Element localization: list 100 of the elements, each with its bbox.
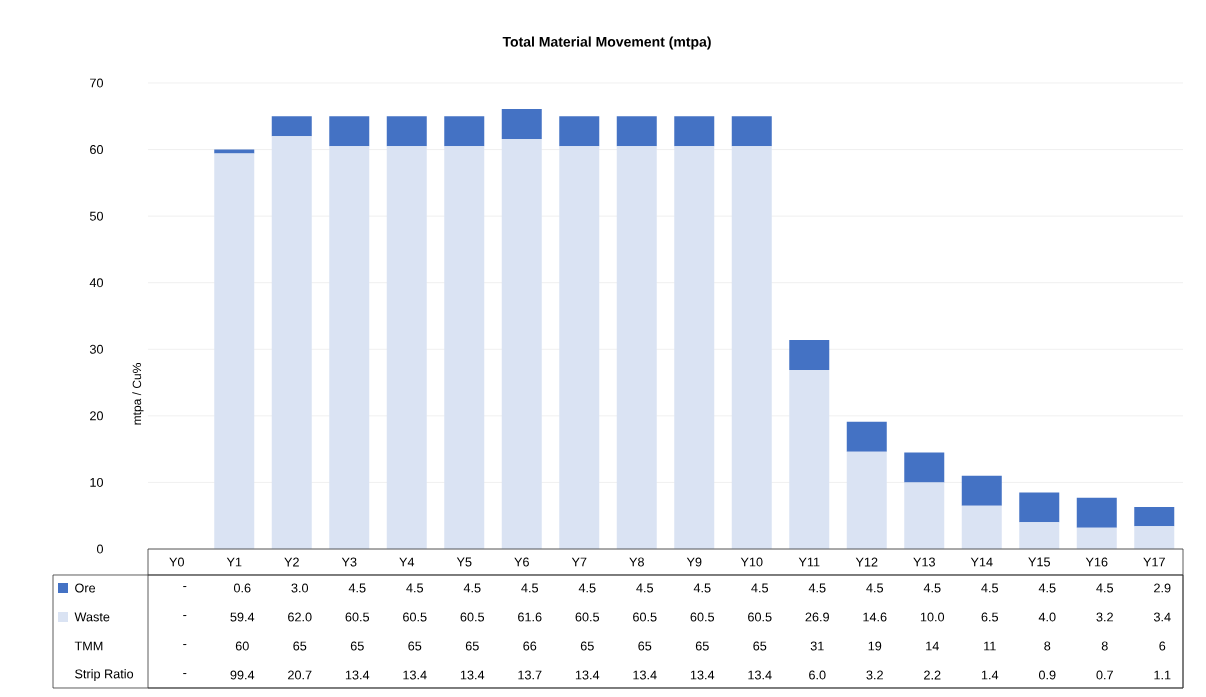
text: 65 — [695, 641, 709, 651]
y-axis-title: mtpa / Cu% — [132, 363, 144, 425]
text: - — [183, 586, 187, 588]
bar — [1019, 522, 1060, 549]
x-tick-label: Y2 — [284, 557, 299, 567]
y-tick-label: 50 — [89, 211, 104, 221]
y-tick-label: 40 — [89, 278, 104, 288]
bar — [214, 153, 255, 549]
text: 66 — [523, 641, 537, 651]
bar — [271, 136, 312, 549]
text: 65 — [350, 641, 364, 651]
bar — [1134, 507, 1175, 527]
data-label: 59.4 — [230, 612, 255, 622]
data-label: 10.0 — [920, 612, 945, 622]
text: - — [183, 615, 187, 617]
legend-label: Waste — [74, 612, 110, 622]
data-label: 4.5 — [521, 583, 539, 593]
data-label: 60.5 — [460, 612, 485, 622]
text: 13.4 — [403, 670, 427, 680]
data-label: 2.9 — [1154, 583, 1171, 593]
text: 0.7 — [1096, 670, 1113, 680]
data-label: 60.5 — [575, 612, 600, 622]
bar — [846, 421, 887, 452]
data-label: 6.5 — [981, 612, 999, 622]
bar — [961, 505, 1002, 549]
data-label: 60.5 — [403, 612, 427, 622]
data-label: 60.5 — [748, 612, 772, 622]
x-tick-label: Y5 — [456, 557, 472, 567]
data-label: 3.0 — [291, 583, 309, 593]
chart-title: Total Material Movement (mtpa) — [502, 36, 711, 50]
bar — [616, 146, 657, 549]
x-tick-label: Y3 — [341, 557, 357, 567]
x-tick-label: Y16 — [1085, 557, 1108, 567]
bar — [731, 116, 772, 147]
bar — [789, 339, 830, 370]
text: 65 — [293, 641, 307, 651]
text: 8 — [1101, 641, 1108, 651]
bar — [329, 146, 370, 549]
y-tick-label: 0 — [96, 544, 104, 554]
text: 20.7 — [288, 670, 312, 680]
data-label: 4.5 — [923, 583, 941, 593]
data-label: 4.5 — [693, 583, 711, 593]
text: 8 — [1044, 641, 1051, 651]
data-label: 60.5 — [345, 612, 370, 622]
bar — [731, 146, 772, 549]
bar — [271, 116, 312, 137]
text: 65 — [408, 641, 422, 651]
data-label: 4.0 — [1038, 612, 1056, 622]
text: 13.4 — [748, 670, 772, 680]
data-label: 4.5 — [808, 583, 826, 593]
text: 6 — [1159, 641, 1166, 651]
bar — [1019, 492, 1060, 523]
bar — [674, 116, 715, 147]
data-label: 4.5 — [406, 583, 424, 593]
legend-label: Ore — [75, 583, 96, 593]
bar — [789, 369, 830, 549]
bar — [386, 116, 427, 147]
bar — [444, 116, 485, 147]
bar — [904, 482, 945, 549]
text: 13.4 — [345, 670, 370, 680]
data-label: 4.5 — [636, 583, 654, 593]
text: 99.4 — [230, 670, 255, 680]
data-label: 0.6 — [233, 583, 251, 593]
text: 1.1 — [1154, 670, 1171, 680]
x-tick-label: Y6 — [514, 557, 529, 567]
text: 1.4 — [981, 670, 999, 680]
text: 65 — [580, 641, 594, 651]
data-label: 26.9 — [805, 612, 829, 622]
x-tick-label: Y1 — [226, 557, 242, 567]
text: - — [183, 673, 187, 675]
text: 19 — [868, 641, 882, 651]
bar — [559, 116, 600, 147]
data-label: 60.5 — [633, 612, 657, 622]
text: 11 — [984, 641, 996, 651]
bar — [904, 452, 945, 483]
bar — [1076, 527, 1117, 549]
data-label: 3.2 — [1096, 612, 1113, 622]
x-tick-label: Y11 — [798, 557, 820, 567]
x-tick-label: Y15 — [1028, 557, 1051, 567]
text: 31 — [810, 641, 824, 651]
data-label: 4.5 — [578, 583, 596, 593]
x-tick-label: Y10 — [740, 557, 763, 567]
bar — [501, 138, 542, 549]
data-label: 4.5 — [1096, 583, 1114, 593]
text: 13.4 — [690, 670, 715, 680]
bar — [214, 149, 255, 154]
bar — [846, 451, 887, 549]
bar — [386, 146, 427, 549]
y-tick-label: 20 — [90, 411, 104, 421]
data-label: 4.5 — [866, 583, 884, 593]
y-tick-label: 70 — [90, 78, 104, 88]
x-tick-label: Y17 — [1143, 557, 1165, 567]
data-label: 4.5 — [981, 583, 999, 593]
x-tick-label: Y0 — [169, 557, 184, 567]
data-label: 4.5 — [751, 583, 769, 593]
data-label: 14.6 — [863, 612, 887, 622]
bar — [1134, 526, 1175, 549]
text: 13.7 — [518, 670, 542, 680]
data-label: 61.6 — [518, 612, 542, 622]
text: 65 — [465, 641, 479, 651]
